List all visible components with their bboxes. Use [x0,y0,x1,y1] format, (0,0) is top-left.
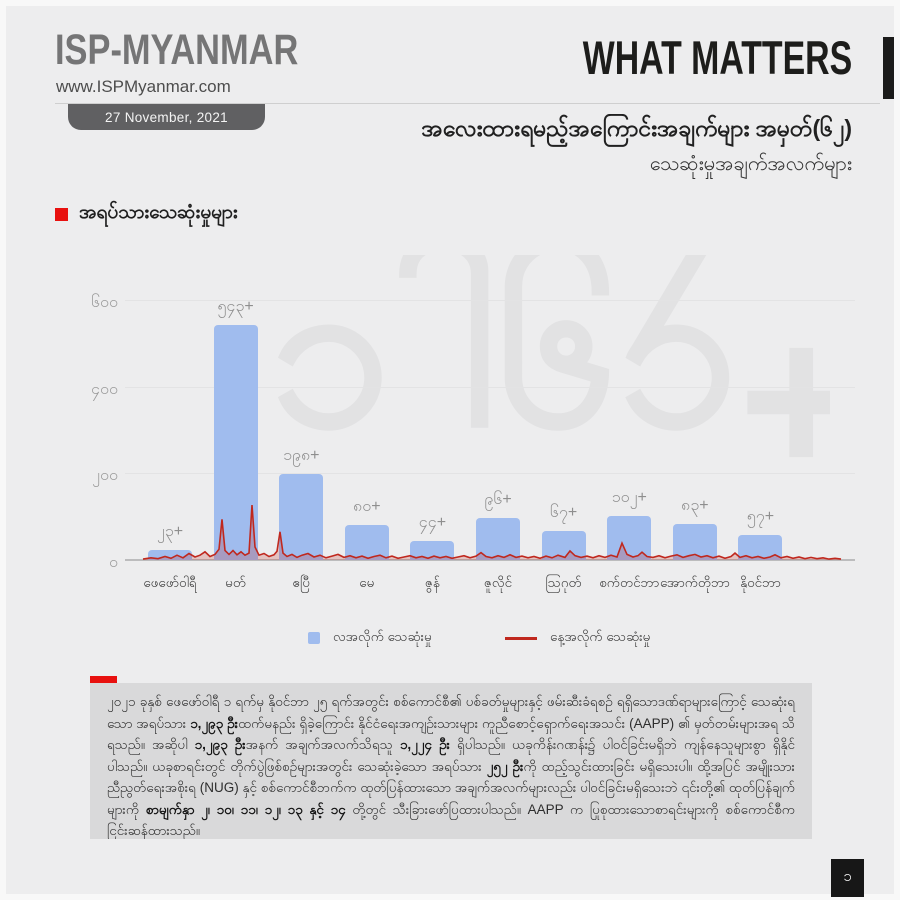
bar-5 [410,540,455,560]
bar-value-label: ၁၉၈+ [282,447,320,465]
footer-text-segment: ကို ထည့်သွင်းထားခြင်း မရှိသေးပါ။ ထို့အပြ… [107,758,795,817]
legend-monthly-label: လအလိုက် သေဆုံးမှု [333,629,432,644]
x-tick-label: မတ် [225,575,247,590]
footer-text-segment: စာမျက်နှာ ၂၊ ၁၀၊ ၁၁၊ ၁၂၊ ၁၃ နှင့် ၁၄ [145,801,346,817]
gridline-400 [125,386,855,388]
footer-text-segment: ၁,၂၂၄ ဦး [399,737,450,752]
x-tick-label: ဇွန် [424,575,440,590]
daily-deaths-line [142,504,842,560]
footer-text-segment: ထက်မနည်း ရှိခဲ့ကြောင်း နိုင်ငံရေးအကျဉ်းသ… [107,715,796,753]
bar-3 [279,474,324,560]
footer-text-segment: ရှိပါသည်။ ယခုကိန်းဂဏန်း၌ ပါဝင်ခြင်းမရှိဘ… [107,737,795,774]
page-number-badge: ၁ [831,859,864,897]
y-tick-label: ၂၀၀ [92,467,118,485]
footer-accent-dash [90,676,117,683]
legend-bar-swatch-icon [308,632,320,644]
bar-4 [344,525,389,560]
bar-7 [541,530,586,560]
section-title: အရပ်သားသေဆုံးမှုများ [79,202,238,223]
date-badge: 27 November, 2021 [68,104,265,130]
footer-text-segment: အနက် အချက်အလက်သိရသူ [245,737,400,752]
legend-daily-label: နေ့အလိုက် သေဆုံးမှု [550,629,651,644]
x-tick-label: ဧပြီ [292,575,310,590]
bar-value-label: ၉၆+ [484,491,512,509]
brand-website-link[interactable]: www.ISPMyanmar.com [56,77,231,96]
gridline-200 [125,473,855,475]
legend-line-swatch-icon [505,636,537,640]
footer-text-segment: ၂၀၂၁ ခုနှစ် ဖေဖော်ဝါရီ ၁ ရက်မှ နိုဝင်ဘာ … [107,694,795,731]
x-tick-label: စက်တင်ဘာ [599,575,660,590]
title-accent-bar [883,37,894,99]
section-header: အရပ်သားသေဆုံးမှုများ [55,200,238,228]
topic-subtitle: သေဆုံးမှုအချက်အလက်များ [649,153,852,175]
page-title: WHAT MATTERS [582,31,852,84]
x-tick-label: အောက်တိုဘာ [659,575,730,590]
x-tick-label: သြဂုတ် [545,575,582,590]
gridline-600 [125,300,855,301]
x-axis-line [125,559,855,561]
y-tick-label: ၆၀၀ [91,294,118,311]
bar-value-label: ၅၄၃+ [217,297,254,315]
y-tick-label: ၄၀၀ [91,380,118,398]
bar-value-label: ၈၃+ [681,497,709,515]
x-tick-label: ဇူလိုင် [483,575,513,590]
bar-value-label: ၄၄+ [418,513,447,531]
legend-item-monthly: လအလိုက် သေဆုံးမှု [308,628,432,648]
bar-6 [476,518,520,560]
header-divider [55,103,880,104]
deaths-chart: ၁၂၉၃+ ၂၃+ ဖေဖော်ဝါရီ ၅၄၃+ မတ် ၁၉၈+ ဧပြီ ၈၀+ မေ၄… [125,285,855,590]
bar-8 [607,515,652,560]
x-tick-label: မေ [359,575,375,590]
footer-text-segment: ၂၅၂ ဦး [486,758,524,774]
bar-value-label: ၂၃+ [156,523,184,541]
x-tick-label: နိုဝင်ဘာ [740,575,781,590]
bar-value-label: ၁၀၂+ [611,488,647,506]
brand-logo: ISP-MYANMAR [55,26,299,74]
footer-text-segment: ၁,၂၉၃ ဦး [190,715,239,731]
bar-value-label: ၅၇+ [746,508,775,526]
footer-text-segment: တို့တွင် သီးခြားဖော်ပြထားပါသည်။ AAPP က ပ… [107,801,795,839]
section-bullet-icon [55,207,68,221]
x-tick-label: ဖေဖော်ဝါရီ [143,575,197,590]
footer-text-segment: ၁,၂၉၃ ဦး [194,737,246,752]
issue-subtitle: အလေးထားရမည့်အကြောင်းအချက်များ အမှတ်(၆၂) [421,115,852,141]
y-tick-label: ၀ [109,554,118,571]
bar-value-label: ၆၇+ [549,503,578,521]
legend-item-daily: နေ့အလိုက် သေဆုံးမှု [505,628,650,648]
bar-1 [148,550,192,560]
bar-value-label: ၈၀+ [353,498,381,516]
footer-note: ၂၀၂၁ ခုနှစ် ဖေဖော်ဝါရီ ၁ ရက်မှ နိုဝင်ဘာ … [90,683,812,839]
